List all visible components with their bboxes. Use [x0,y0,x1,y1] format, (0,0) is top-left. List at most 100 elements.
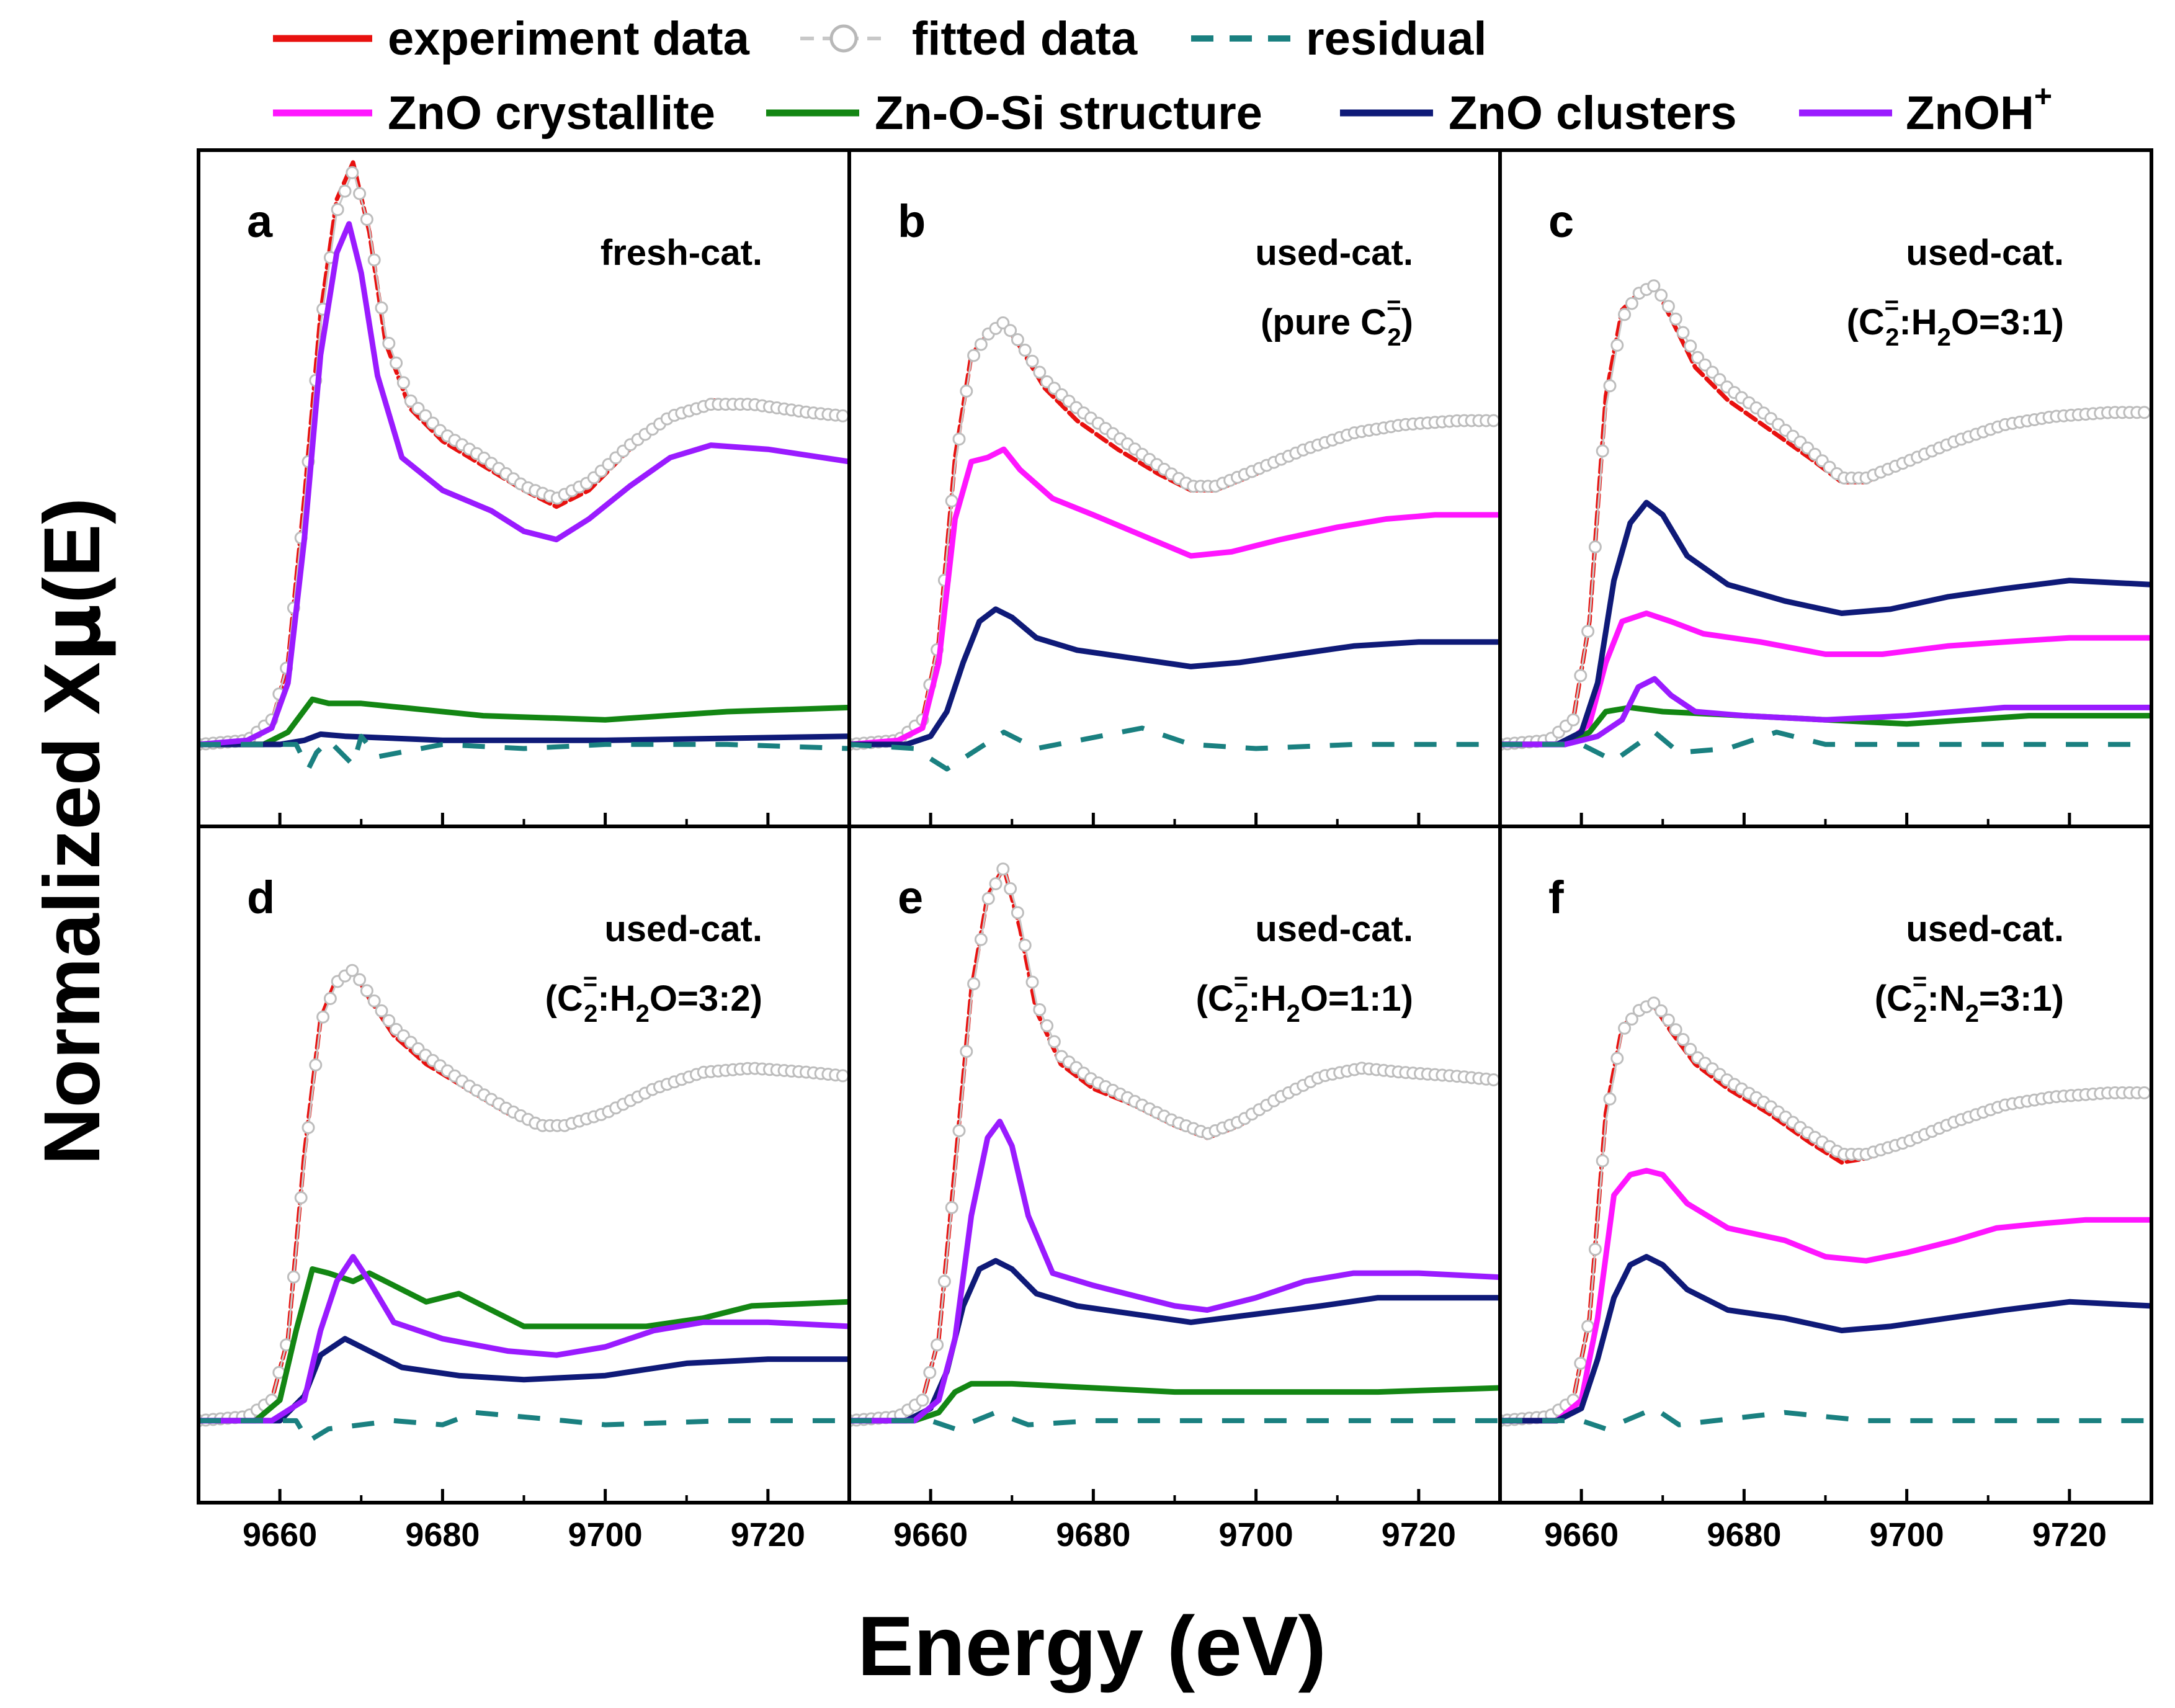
fitted-point [1684,339,1697,353]
series-fitted-f [1500,996,2151,1428]
legend-label-znoh-sup: + [2034,79,2052,114]
fitted-point [1004,882,1017,895]
legend-swatch-fitted-circle [829,24,858,53]
fitted-point [1655,288,1668,302]
fitted-point [301,1121,315,1134]
fitted-point [1596,1154,1609,1168]
fitted-point [952,1124,966,1137]
legend-label-znoh: ZnOH+ [1906,79,2052,140]
fitted-point [367,994,381,1008]
fitted-point [375,1004,388,1017]
series-zno-cryst-b [849,446,1500,748]
fitted-point [1487,1073,1500,1086]
panel-letter-e: e [898,872,923,923]
fitted-point [2138,1086,2151,1099]
title-text: =3:1) [1979,978,2064,1019]
fitted-point [1574,1356,1588,1370]
x-tick-label-9720: 9720 [1382,1516,1456,1554]
panel-series-c [1500,279,2151,764]
title-sup: = [583,968,597,995]
fitted-point [996,316,1010,329]
fitted-point [1669,312,1682,326]
legend-label-zno-crystallite: ZnO crystallite [388,87,715,140]
fitted-point [1487,414,1500,427]
series-fitted-b [849,316,1500,751]
title-text: (C [545,978,583,1019]
fitted-point [937,1274,951,1288]
fitted-point [967,977,981,991]
legend: experiment data fitted data residual ZnO… [273,12,2052,140]
fitted-point [1581,625,1595,638]
title-text: (C [1847,302,1885,342]
panel-title-e-line1: used-cat. [1255,909,1413,949]
fitted-point [309,1058,323,1071]
fitted-point [1676,326,1690,339]
series-zno-cryst-c [1500,610,2151,748]
series-fitted-line-e [849,865,1500,1422]
fitted-point [1018,939,1032,952]
title-sup: = [1913,968,1927,995]
title-text: (C [1196,978,1234,1019]
panel-title-c-line2: (C= 2:H2O=3:1) [1847,292,2064,351]
fitted-point [1610,1052,1624,1065]
series-residual-a [199,733,849,772]
fitted-point [382,1014,396,1027]
title-text: O=1:1) [1300,978,1413,1019]
series-znoh-a [199,221,849,748]
fitted-point [1011,333,1024,346]
fitted-point [367,253,381,267]
title-sub: 2 [1235,1000,1248,1027]
panel-title-a-line1: fresh-cat. [601,233,762,273]
series-znoh-d [199,1254,849,1424]
title-sup: = [1387,292,1401,319]
fitted-point [1647,996,1661,1010]
fitted-point [1581,1320,1595,1333]
x-tick-label-9660: 9660 [893,1516,968,1554]
series-residual-c [1500,730,2151,764]
fitted-point [1025,975,1039,989]
title-sub: 2 [1937,324,1951,351]
title-text: ) [1401,302,1413,342]
title-sup: = [1234,968,1248,995]
title-sub: 2 [1965,1000,1979,1027]
fitted-point [931,1338,944,1352]
fitted-point [1625,1013,1638,1026]
panel-title-c-line1: used-cat. [1906,233,2064,273]
fitted-point [1566,713,1580,727]
series-znosi-a [199,696,849,748]
series-fitted-a [199,166,849,751]
panel-letter-c: c [1548,195,1574,247]
fitted-point [338,184,352,198]
fitted-point [967,349,981,362]
series-fitted-d [199,964,849,1428]
panel-letter-a: a [247,195,273,247]
panel-title-e-line2: (C= 2:H2O=1:1) [1196,968,1413,1027]
x-tick-label-9700: 9700 [1219,1516,1293,1554]
series-znoh-c [1500,676,2151,748]
title-text: :H [597,978,635,1019]
series-zno-clust-c [1500,499,2151,748]
title-text: :N [1927,978,1965,1019]
panel-a: a fresh-cat. [199,160,849,826]
x-tick-label-9720: 9720 [731,1516,805,1554]
title-text: O=3:1) [1951,302,2064,342]
panel-title-f-line2: (C= 2:N2=3:1) [1875,968,2064,1027]
fitted-point [836,1069,849,1083]
title-sub: 2 [1885,324,1899,351]
fitted-point [360,213,373,226]
plot-frame [197,148,2153,1505]
fitted-point [996,862,1010,876]
legend-label-fitted: fitted data [912,12,1138,65]
fitted-point [1603,1092,1617,1106]
fitted-point [1676,1033,1690,1046]
title-sup: = [1885,292,1899,319]
fitted-point [1004,324,1017,338]
series-residual-e [849,1410,1500,1432]
x-tick-label-9700: 9700 [568,1516,643,1554]
fitted-point [353,973,367,986]
y-axis-title: Normalized Xμ(E) [26,498,118,1165]
title-sub: 2 [1387,324,1401,351]
fitted-point [1040,1019,1054,1032]
legend-label-residual: residual [1306,12,1486,65]
panel-series-b [849,316,1500,772]
